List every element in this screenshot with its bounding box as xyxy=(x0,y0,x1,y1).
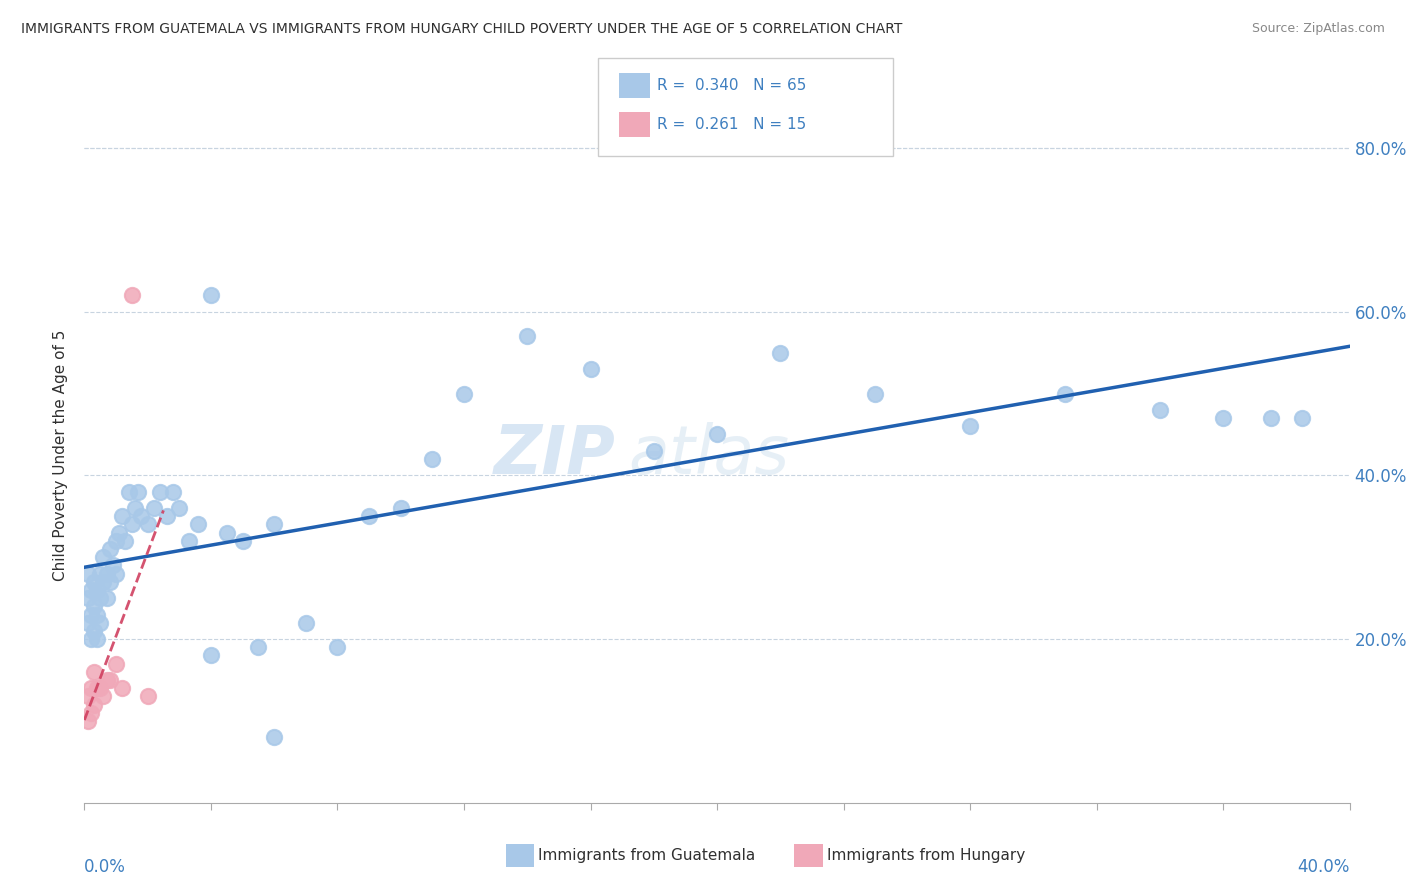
Point xyxy=(89,681,111,696)
Point xyxy=(111,509,134,524)
Point xyxy=(162,484,184,499)
Point xyxy=(959,419,981,434)
Point xyxy=(76,566,98,581)
Point xyxy=(1291,411,1313,425)
Point xyxy=(124,501,146,516)
Point xyxy=(80,706,103,720)
Point xyxy=(143,501,166,516)
Point xyxy=(422,452,444,467)
Point xyxy=(93,550,115,565)
Point xyxy=(263,517,285,532)
Y-axis label: Child Poverty Under the Age of 5: Child Poverty Under the Age of 5 xyxy=(53,329,69,581)
Point xyxy=(136,517,159,532)
Point xyxy=(86,607,108,622)
Text: R =  0.340   N = 65: R = 0.340 N = 65 xyxy=(657,78,806,93)
Point xyxy=(89,591,111,606)
Point xyxy=(453,386,475,401)
Text: Source: ZipAtlas.com: Source: ZipAtlas.com xyxy=(1251,22,1385,36)
Point xyxy=(105,566,128,581)
Point xyxy=(86,582,108,597)
Point xyxy=(1212,411,1234,425)
Point xyxy=(93,690,115,704)
Point xyxy=(83,665,105,679)
Text: IMMIGRANTS FROM GUATEMALA VS IMMIGRANTS FROM HUNGARY CHILD POVERTY UNDER THE AGE: IMMIGRANTS FROM GUATEMALA VS IMMIGRANTS … xyxy=(21,22,903,37)
Point xyxy=(121,288,143,302)
Point xyxy=(111,681,134,696)
Point xyxy=(118,484,141,499)
Point xyxy=(86,681,108,696)
Text: R =  0.261   N = 15: R = 0.261 N = 15 xyxy=(657,118,806,132)
Point xyxy=(706,427,728,442)
Text: 40.0%: 40.0% xyxy=(1298,858,1350,877)
Point xyxy=(516,329,538,343)
Point xyxy=(114,533,136,548)
Point xyxy=(105,533,128,548)
Point xyxy=(200,288,222,302)
Point xyxy=(231,533,254,548)
Point xyxy=(83,698,105,712)
Point xyxy=(769,345,792,359)
Point xyxy=(96,566,118,581)
Text: Immigrants from Hungary: Immigrants from Hungary xyxy=(827,848,1025,863)
Point xyxy=(149,484,172,499)
Point xyxy=(200,648,222,663)
Point xyxy=(76,690,98,704)
Point xyxy=(326,640,349,655)
Point xyxy=(389,501,412,516)
Point xyxy=(96,591,118,606)
Point xyxy=(215,525,238,540)
Point xyxy=(89,615,111,630)
Point xyxy=(263,731,285,745)
Point xyxy=(76,615,98,630)
Point xyxy=(129,509,153,524)
Point xyxy=(187,517,209,532)
Text: 0.0%: 0.0% xyxy=(84,858,127,877)
Point xyxy=(108,525,131,540)
Point xyxy=(80,582,103,597)
Point xyxy=(101,558,124,573)
Point xyxy=(177,533,200,548)
Point xyxy=(76,591,98,606)
Point xyxy=(76,714,98,728)
Point xyxy=(1149,403,1171,417)
Point xyxy=(136,690,159,704)
Point xyxy=(1260,411,1282,425)
Text: ZIP: ZIP xyxy=(494,422,616,488)
Point xyxy=(357,509,380,524)
Point xyxy=(169,501,191,516)
Point xyxy=(105,657,128,671)
Point xyxy=(579,362,602,376)
Point xyxy=(80,607,103,622)
Text: atlas: atlas xyxy=(628,422,790,488)
Point xyxy=(1054,386,1077,401)
Point xyxy=(98,542,121,557)
Point xyxy=(80,632,103,646)
Point xyxy=(98,673,121,687)
Point xyxy=(96,673,118,687)
Point xyxy=(295,615,318,630)
Point xyxy=(155,509,177,524)
Point xyxy=(121,517,143,532)
Point xyxy=(89,566,111,581)
Point xyxy=(93,574,115,589)
Point xyxy=(83,599,105,614)
Text: Immigrants from Guatemala: Immigrants from Guatemala xyxy=(538,848,756,863)
Point xyxy=(86,632,108,646)
Point xyxy=(127,484,149,499)
Point xyxy=(247,640,270,655)
Point xyxy=(83,624,105,638)
Point xyxy=(98,574,121,589)
Point xyxy=(80,681,103,696)
Point xyxy=(643,443,665,458)
Point xyxy=(83,574,105,589)
Point xyxy=(863,386,887,401)
